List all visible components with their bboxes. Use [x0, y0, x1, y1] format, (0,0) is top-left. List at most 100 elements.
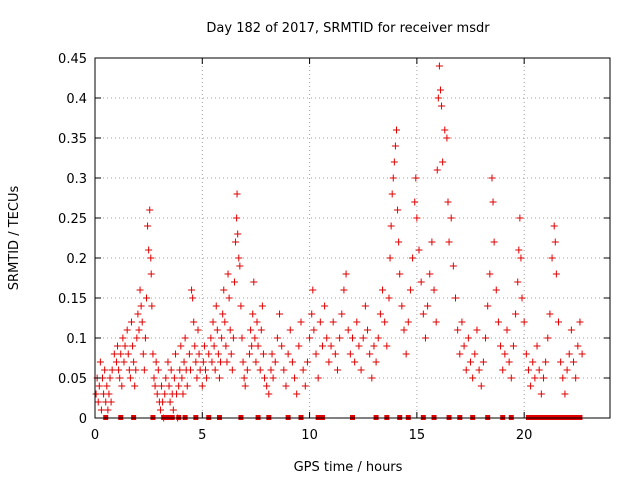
data-point	[550, 222, 558, 230]
data-point	[460, 342, 468, 350]
data-point	[151, 382, 159, 390]
data-point	[462, 366, 470, 374]
data-point	[421, 334, 429, 342]
data-point	[430, 286, 438, 294]
data-point	[520, 318, 528, 326]
data-point	[130, 358, 138, 366]
data-point	[398, 302, 406, 310]
data-point	[139, 350, 147, 358]
data-point	[221, 318, 229, 326]
data-points	[92, 62, 586, 422]
data-point	[482, 334, 490, 342]
data-point	[400, 326, 408, 334]
data-point	[104, 406, 112, 414]
data-point	[388, 190, 396, 198]
data-point	[258, 302, 266, 310]
data-point	[179, 390, 187, 398]
data-point	[518, 294, 526, 302]
data-point	[112, 358, 120, 366]
data-point	[452, 294, 459, 302]
data-point	[217, 358, 225, 366]
data-point	[198, 382, 206, 390]
data-point	[469, 374, 477, 382]
data-point	[101, 366, 109, 374]
data-point	[195, 350, 203, 358]
data-point	[464, 334, 472, 342]
data-point	[205, 350, 213, 358]
data-point	[246, 350, 253, 358]
data-point	[417, 278, 425, 286]
data-point	[143, 294, 150, 302]
data-point	[539, 374, 547, 382]
data-point	[200, 342, 208, 350]
data-point	[394, 206, 402, 214]
data-point	[267, 366, 275, 374]
data-point	[395, 238, 403, 246]
data-point	[522, 350, 530, 358]
data-point	[436, 86, 444, 94]
data-point	[370, 342, 378, 350]
data-point	[235, 254, 243, 262]
data-point	[207, 334, 215, 342]
data-point	[159, 398, 167, 406]
data-point	[576, 318, 584, 326]
data-point	[390, 158, 398, 166]
data-point	[488, 174, 496, 182]
y-tick-label: 0.4	[66, 92, 87, 107]
data-point	[477, 382, 485, 390]
data-point	[288, 358, 296, 366]
data-point	[190, 318, 198, 326]
data-point	[544, 334, 552, 342]
y-tick-label: 0	[79, 412, 87, 427]
data-point	[574, 342, 582, 350]
data-point	[333, 366, 341, 374]
data-point	[144, 222, 152, 230]
data-point	[238, 334, 246, 342]
data-point	[173, 390, 181, 398]
data-point	[318, 342, 326, 350]
grid	[95, 58, 610, 418]
data-point	[257, 326, 265, 334]
data-point	[278, 342, 286, 350]
data-point	[443, 134, 451, 142]
data-point	[441, 126, 449, 134]
data-point	[415, 246, 423, 254]
data-point	[140, 366, 148, 374]
data-point	[265, 390, 273, 398]
data-point	[548, 254, 556, 262]
data-point	[127, 318, 135, 326]
data-point	[105, 390, 113, 398]
data-point	[327, 342, 335, 350]
data-point	[132, 366, 140, 374]
data-point	[486, 270, 494, 278]
data-point	[359, 334, 367, 342]
data-point	[402, 350, 410, 358]
data-point	[329, 318, 337, 326]
data-point	[152, 358, 160, 366]
data-point	[295, 342, 303, 350]
data-point	[215, 374, 223, 382]
data-point	[492, 286, 500, 294]
data-point	[254, 342, 262, 350]
data-point	[263, 382, 271, 390]
data-point	[119, 334, 127, 342]
data-point	[391, 142, 399, 150]
data-point	[291, 374, 299, 382]
data-point	[103, 382, 111, 390]
y-tick-label: 0.45	[58, 52, 87, 67]
data-point	[186, 366, 194, 374]
data-point	[94, 398, 102, 406]
x-tick-label: 15	[409, 428, 426, 443]
data-point	[227, 350, 235, 358]
data-point	[357, 366, 365, 374]
data-point	[181, 334, 189, 342]
data-point	[490, 238, 498, 246]
data-point	[180, 358, 188, 366]
data-point	[527, 382, 535, 390]
data-point	[434, 94, 442, 102]
data-point	[240, 374, 248, 382]
data-point	[321, 302, 329, 310]
data-point	[505, 358, 513, 366]
data-point	[150, 374, 158, 382]
